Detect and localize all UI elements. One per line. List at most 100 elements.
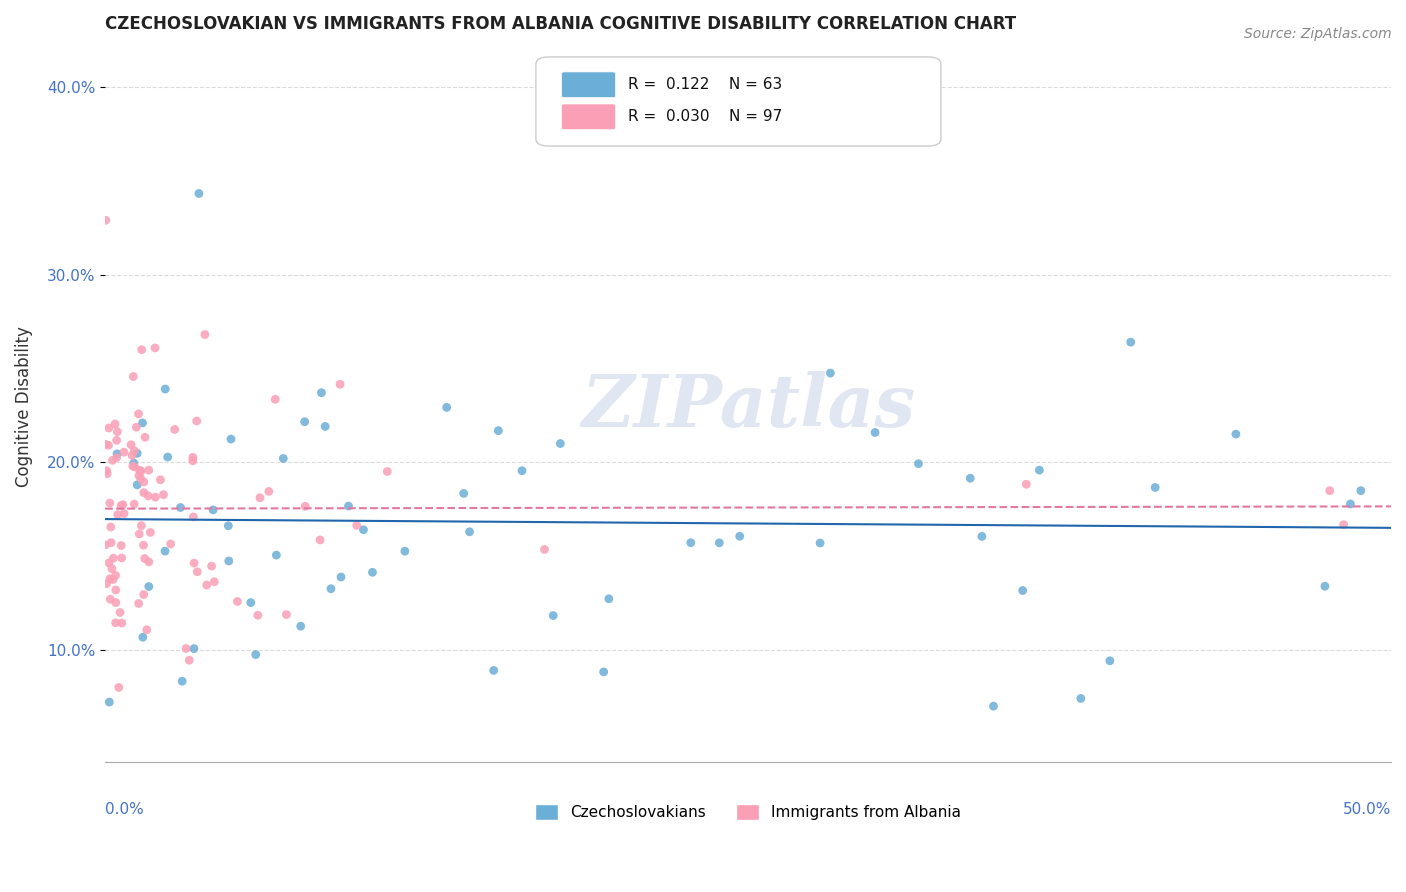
Point	[135, 623, 157, 637]
Point	[138, 580, 160, 594]
Point	[155, 382, 177, 396]
Point	[202, 503, 225, 517]
Point	[110, 499, 132, 513]
Point	[436, 401, 458, 415]
Point	[361, 566, 384, 580]
Point	[127, 478, 149, 492]
Point	[104, 596, 127, 610]
Point	[907, 457, 929, 471]
Point	[239, 596, 262, 610]
Point	[128, 597, 150, 611]
Point	[183, 510, 205, 524]
Point	[1350, 483, 1372, 498]
Point	[169, 500, 191, 515]
Point	[226, 594, 249, 608]
Point	[122, 456, 145, 470]
Point	[101, 561, 124, 575]
Point	[103, 551, 125, 566]
Point	[129, 464, 152, 478]
Point	[1015, 477, 1038, 491]
Point	[156, 450, 179, 464]
Point	[107, 681, 129, 695]
Point	[458, 524, 481, 539]
Point	[266, 548, 288, 562]
Point	[186, 414, 208, 428]
Point	[94, 213, 117, 227]
Point	[1339, 497, 1361, 511]
Point	[105, 450, 128, 465]
Text: ZIPatlas: ZIPatlas	[581, 371, 915, 442]
Point	[179, 653, 201, 667]
Point	[134, 430, 156, 444]
Point	[132, 485, 155, 500]
Point	[134, 551, 156, 566]
Point	[276, 607, 298, 622]
Point	[131, 518, 153, 533]
Point	[1070, 691, 1092, 706]
Point	[104, 615, 127, 630]
Point	[218, 554, 240, 568]
Point	[98, 496, 121, 510]
Point	[101, 453, 124, 467]
Point	[1119, 335, 1142, 350]
Point	[337, 499, 360, 513]
Point	[97, 421, 120, 435]
Point	[679, 535, 702, 549]
Point	[311, 385, 333, 400]
Point	[143, 341, 166, 355]
Text: R =  0.030    N = 97: R = 0.030 N = 97	[628, 110, 783, 124]
Point	[598, 591, 620, 606]
Point	[98, 695, 121, 709]
Point	[309, 533, 332, 547]
Point	[186, 565, 208, 579]
Point	[108, 606, 131, 620]
Point	[105, 447, 128, 461]
Point	[273, 451, 295, 466]
Point	[136, 489, 159, 503]
Point	[163, 422, 186, 436]
Legend: Czechoslovakians, Immigrants from Albania: Czechoslovakians, Immigrants from Albani…	[529, 797, 967, 826]
Point	[249, 491, 271, 505]
Point	[1313, 579, 1336, 593]
Point	[541, 608, 564, 623]
FancyBboxPatch shape	[561, 104, 616, 129]
Point	[246, 608, 269, 623]
Point	[264, 392, 287, 407]
Point	[138, 555, 160, 569]
Point	[257, 484, 280, 499]
Point	[129, 471, 152, 485]
Point	[125, 420, 148, 434]
FancyBboxPatch shape	[536, 57, 941, 146]
Y-axis label: Cognitive Disability: Cognitive Disability	[15, 326, 32, 486]
Point	[1098, 654, 1121, 668]
Point	[510, 464, 533, 478]
Point	[132, 475, 155, 489]
Point	[172, 674, 194, 689]
Point	[183, 641, 205, 656]
Point	[124, 443, 146, 458]
Point	[550, 436, 572, 450]
Point	[128, 407, 150, 421]
Point	[132, 630, 155, 644]
Point	[1011, 583, 1033, 598]
Point	[122, 497, 145, 511]
Point	[131, 343, 153, 357]
Point	[486, 424, 509, 438]
Point	[808, 536, 831, 550]
Point	[202, 574, 225, 589]
Point	[96, 467, 118, 481]
Point	[330, 570, 353, 584]
Point	[709, 536, 731, 550]
Point	[132, 588, 155, 602]
Point	[111, 498, 134, 512]
Point	[820, 366, 842, 380]
Point	[217, 518, 239, 533]
Point	[111, 551, 134, 566]
Point	[1333, 517, 1355, 532]
Point	[128, 463, 150, 477]
Point	[959, 471, 981, 485]
Point	[111, 615, 134, 630]
Point	[219, 432, 242, 446]
Point	[394, 544, 416, 558]
Point	[105, 434, 128, 448]
